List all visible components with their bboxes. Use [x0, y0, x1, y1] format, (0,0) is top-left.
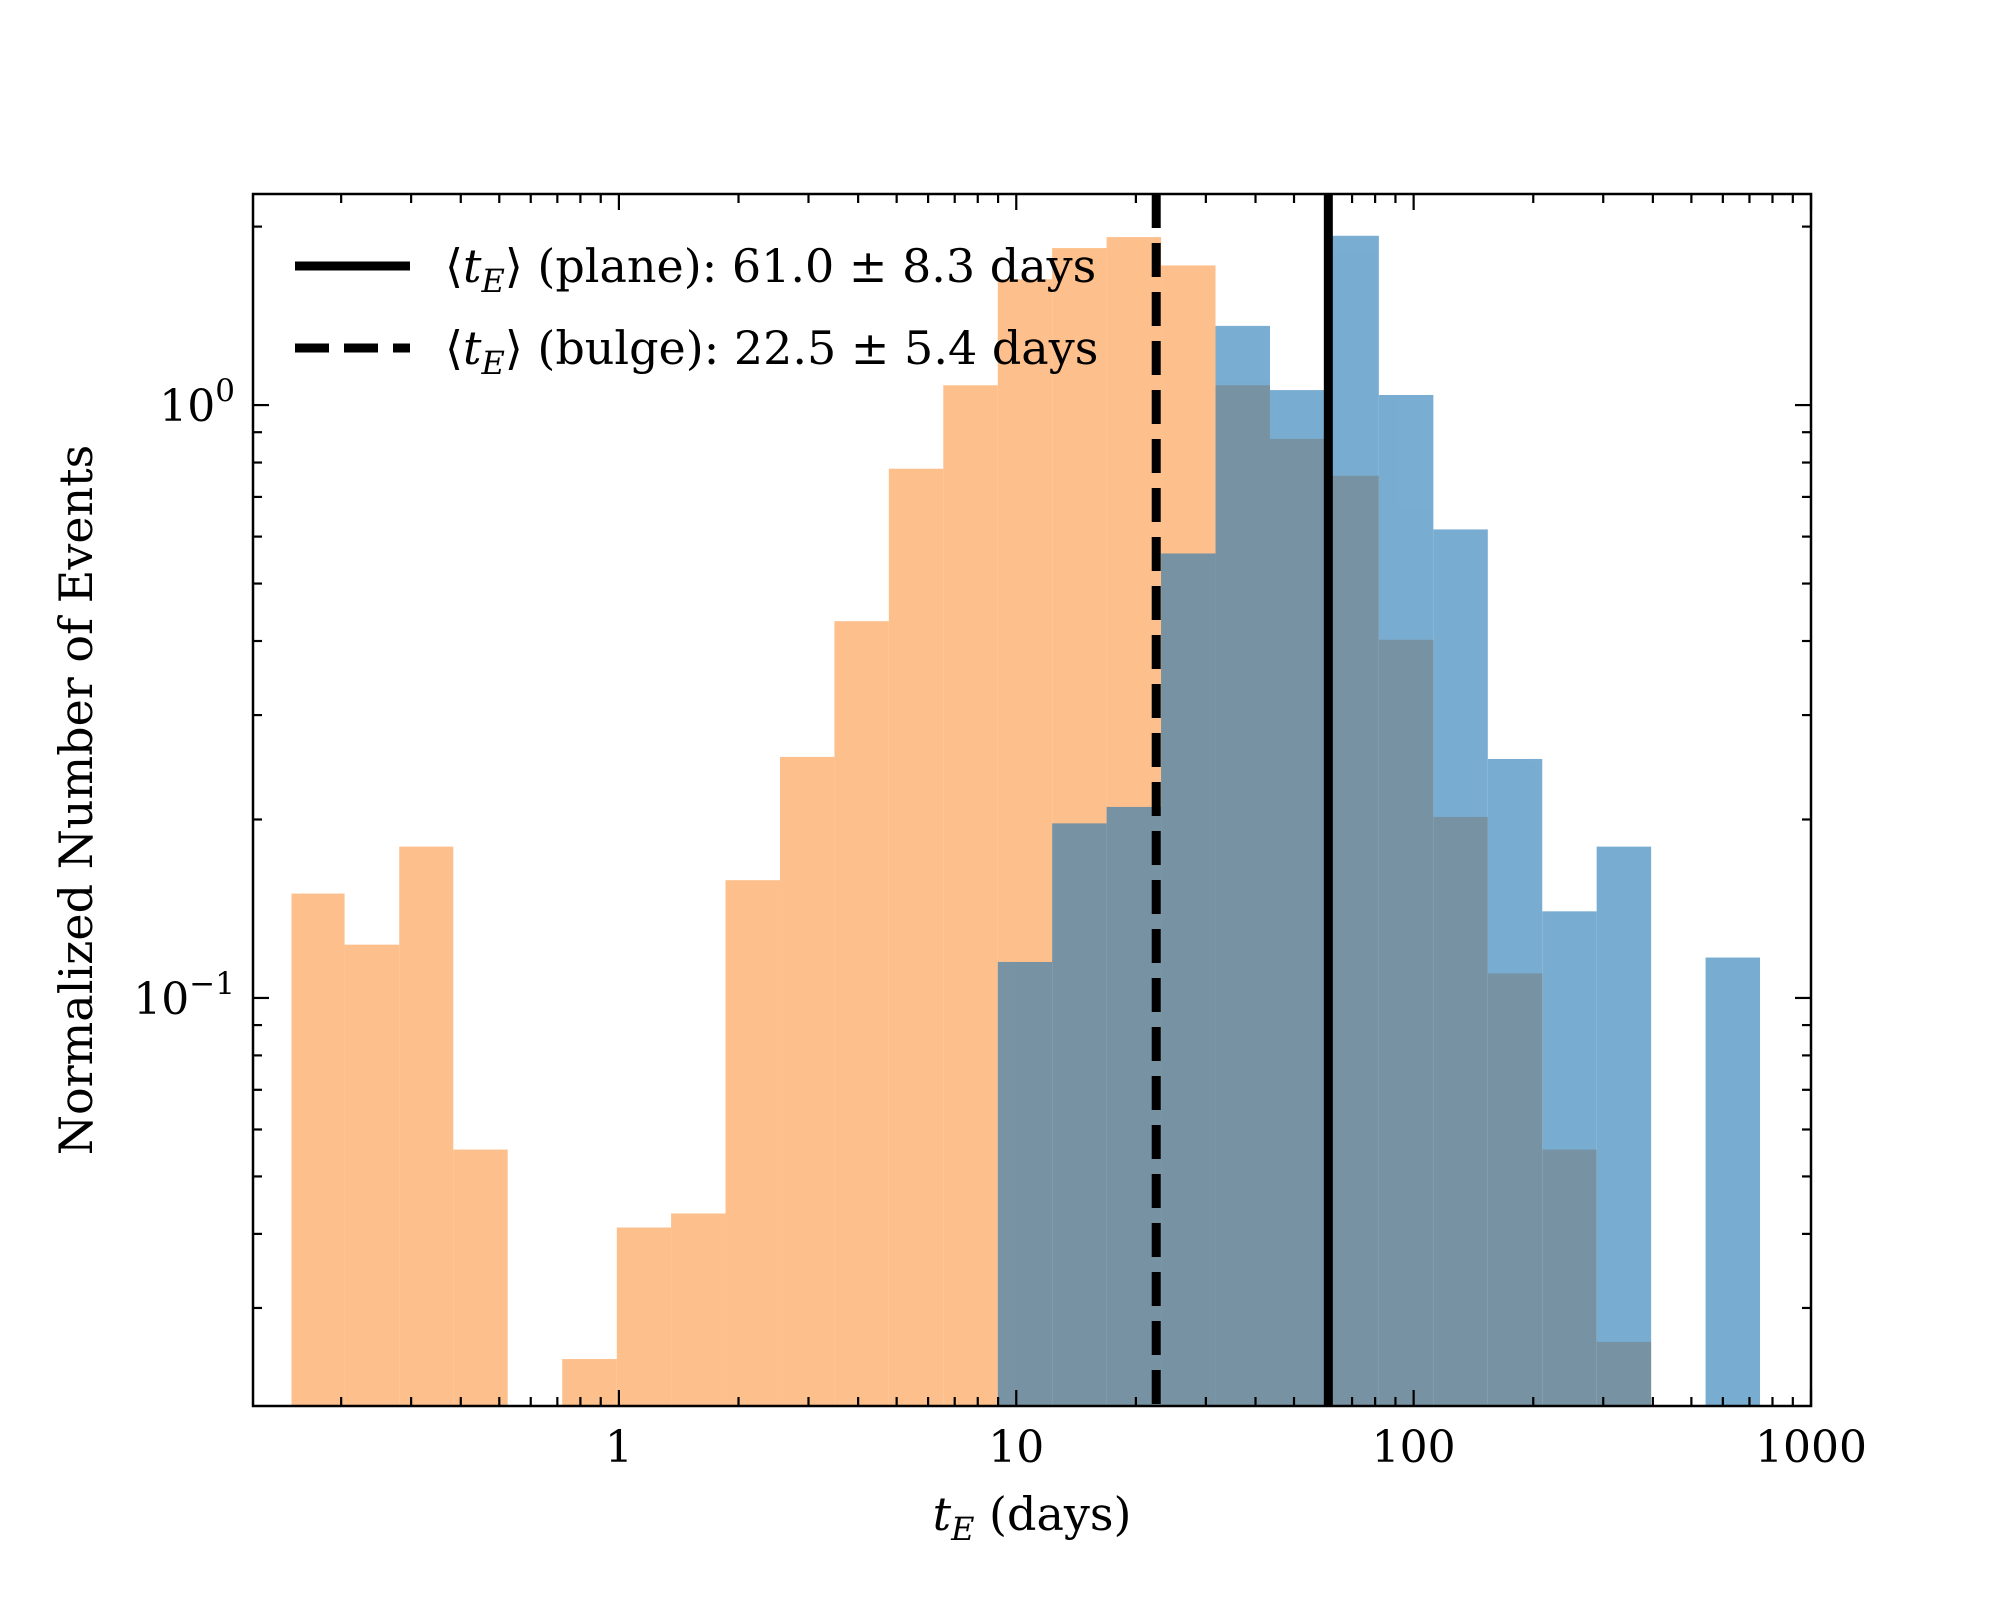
histogram-bar	[1378, 394, 1434, 1406]
y-tick-label: 100	[159, 373, 235, 432]
histogram-bar	[1596, 846, 1652, 1406]
mean-lines-layer	[1151, 194, 1333, 1406]
histogram-bar	[943, 385, 998, 1406]
histogram-bar	[453, 1149, 508, 1406]
histogram-bar	[671, 1213, 726, 1406]
legend-entry-label: ⟨tE⟩ (bulge): 22.5 ± 5.4 days	[445, 321, 1098, 382]
histogram-bar	[616, 1227, 672, 1406]
histogram-bar	[562, 1359, 617, 1406]
histogram-bar	[1542, 911, 1597, 1406]
histogram-bar	[1052, 823, 1107, 1406]
x-tick-label: 1	[605, 1422, 633, 1473]
histogram-bar	[1269, 390, 1325, 1406]
histogram-bar	[399, 846, 454, 1406]
histogram-bar	[779, 756, 835, 1406]
histogram-bar	[1487, 758, 1543, 1406]
histogram-bar	[725, 880, 780, 1406]
axis-labels: 1 10 100 1000 100 10−1 tE (days) Normalized Num…	[49, 373, 1867, 1548]
x-tick-label: 100	[1372, 1422, 1456, 1473]
ticks-layer	[253, 194, 1813, 1406]
histogram-bar	[291, 893, 345, 1406]
histogram-bar	[1215, 325, 1270, 1406]
y-axis-label: Normalized Number of Events	[49, 445, 103, 1156]
histogram-bar	[344, 944, 400, 1406]
histogram-bar	[1161, 553, 1216, 1406]
y-tick-label: 10−1	[133, 966, 235, 1025]
histogram-bar	[1433, 529, 1488, 1406]
legend: ⟨tE⟩ (plane): 61.0 ± 8.3 days ⟨tE⟩ (bulge…	[295, 239, 1098, 382]
x-tick-label: 10	[988, 1422, 1044, 1473]
histogram-bar	[834, 621, 889, 1406]
legend-entry-label: ⟨tE⟩ (plane): 61.0 ± 8.3 days	[445, 239, 1096, 300]
x-tick-label: 1000	[1755, 1422, 1867, 1473]
plot-frame	[251, 192, 1813, 1408]
histogram-bar	[1324, 235, 1379, 1407]
histogram-bar	[888, 468, 944, 1406]
histogram-bar	[997, 961, 1053, 1406]
histogram-bar	[1705, 957, 1761, 1406]
x-axis-label: tE (days)	[933, 1487, 1132, 1548]
